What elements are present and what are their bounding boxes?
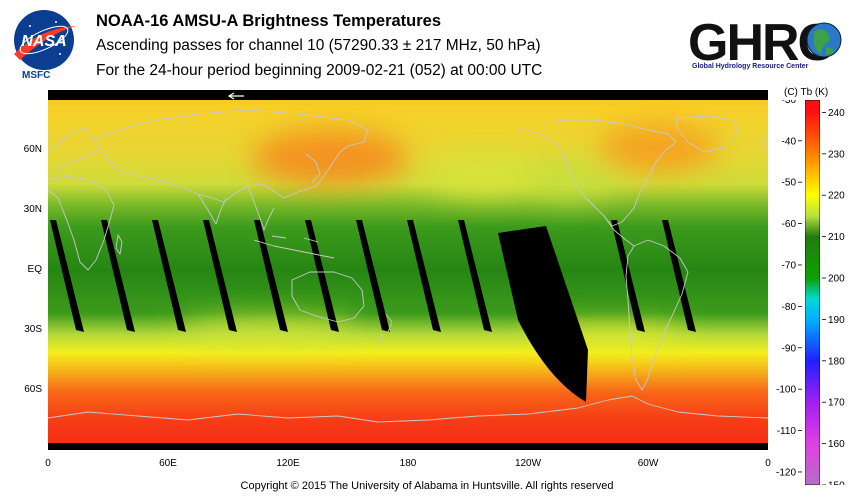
coast-central-america [603, 215, 635, 247]
orbit-swath-gaps [50, 220, 696, 332]
lon-tick-label: 60W [637, 458, 659, 469]
celsius-tick-labels: -30 -40 -50 -60 -70 -80 -90 -100 -110 -120 [776, 100, 802, 478]
coast-asia [93, 109, 369, 203]
coast-greenland [675, 115, 739, 153]
colorbar-tick-label: 220 [828, 191, 845, 202]
copyright-notice: Copyright © 2015 The University of Alaba… [240, 480, 614, 492]
lon-tick-label: 60E [159, 458, 177, 469]
coast-europe [48, 127, 101, 171]
brightness-temperature-map [48, 90, 768, 450]
colorbar-tick-label: 180 [828, 356, 845, 367]
lon-tick-label: 120W [514, 458, 542, 469]
colorbar-tick-label: 200 [828, 274, 845, 285]
coast-india [197, 193, 227, 225]
tb-field-anomalies [178, 124, 718, 345]
colorbar-tick-label: -110 [777, 426, 797, 437]
swath-gap [611, 220, 645, 332]
swath-gap [662, 220, 696, 332]
title-line-2: Ascending passes for channel 10 (57290.3… [96, 37, 541, 54]
colorbar-tick-label: 170 [828, 398, 845, 409]
colorbar-tick-label: -90 [782, 343, 797, 354]
coast-uk [48, 135, 767, 151]
colorbar-tick-label: -100 [776, 385, 796, 396]
missing-data-band-south [48, 443, 768, 450]
colorbar-tick-label: 150 [828, 481, 845, 486]
coast-indonesia [253, 235, 335, 259]
nasa-logo: NASA [14, 10, 76, 70]
coast-south-america [625, 239, 689, 391]
swath-gap [152, 220, 186, 332]
coast-africa [48, 175, 115, 271]
lon-tick-label: 120E [276, 458, 300, 469]
colorbar [805, 100, 820, 485]
colorbar-tick-label: 160 [828, 439, 845, 450]
lon-tick-label: 0 [45, 458, 51, 469]
colorbar-units-label: (C) Tb (K) [784, 87, 829, 98]
missing-data-band-north [48, 90, 768, 100]
swath-gap [203, 220, 237, 332]
colorbar-tick-label: -70 [782, 260, 797, 271]
colorbar-tick-label: -120 [776, 467, 796, 478]
lon-tick-label: 180 [399, 458, 417, 469]
title-line-1: NOAA-16 AMSU-A Brightness Temperatures [96, 12, 442, 30]
swath-gap [101, 220, 135, 332]
lat-tick-label: 60S [24, 384, 42, 395]
missing-data-wedge [498, 226, 588, 402]
swath-gap [458, 220, 492, 332]
colorbar-tick-label: 190 [828, 315, 845, 326]
lat-tick-label: 30N [23, 204, 42, 215]
coast-australia [291, 271, 365, 323]
coast-north-america [517, 119, 677, 227]
colorbar-tick-label: -40 [782, 136, 797, 147]
ghrc-logo: GHRC [688, 14, 842, 72]
lat-tick-label: 60N [23, 144, 42, 155]
colorbar-tick-label: 230 [828, 149, 845, 160]
lat-tick-label: 30S [24, 324, 42, 335]
ghrc-subtitle: Global Hydrology Resource Center [692, 63, 809, 70]
swath-gap [356, 220, 390, 332]
colorbar-tick-label: -80 [782, 302, 797, 313]
coast-antarctica [48, 395, 768, 423]
kelvin-tick-labels: 240 230 220 210 200 190 180 170 160 150 [822, 108, 845, 486]
lon-tick-label: 0 [765, 458, 771, 469]
coast-japan [305, 153, 321, 183]
coast-new-zealand [377, 313, 393, 345]
colorbar-ramp [805, 100, 820, 485]
title-line-3: For the 24-hour period beginning 2009-02… [96, 62, 543, 79]
swath-gap [407, 220, 441, 332]
coast-madagascar [115, 234, 123, 255]
coastlines [48, 109, 768, 423]
svg-text:NASA: NASA [21, 33, 66, 50]
colorbar-tick-label: -30 [782, 100, 797, 106]
lat-tick-label: EQ [27, 264, 42, 275]
swath-gap [305, 220, 339, 332]
colorbar-tick-label: 240 [828, 108, 845, 119]
header: NASA MSFC NOAA-16 AMSU-A Brightness Temp… [0, 0, 854, 88]
swath-gap [254, 220, 288, 332]
colorbar-tick-label: 210 [828, 232, 845, 243]
swath-gap [50, 220, 84, 332]
coast-indochina [247, 185, 275, 231]
msfc-label: MSFC [22, 70, 51, 81]
colorbar-tick-label: -50 [782, 178, 797, 189]
pass-direction-arrow [227, 92, 244, 100]
colorbar-tick-label: -60 [782, 219, 797, 230]
